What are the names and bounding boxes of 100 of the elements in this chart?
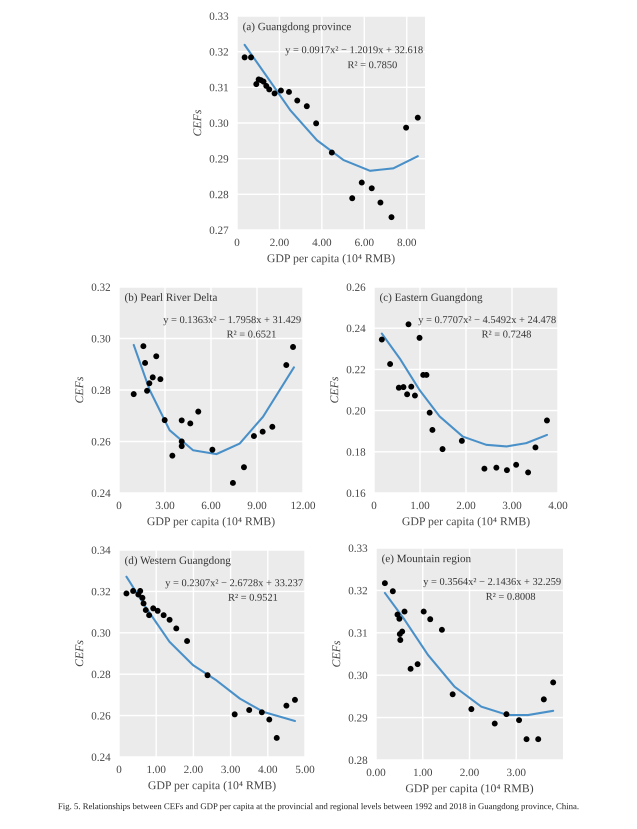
point (137, 588, 144, 594)
y-tick-label: 0.33 (210, 12, 228, 20)
x-tick-label: 4.00 (548, 502, 568, 510)
y-tick-label: 0.28 (92, 670, 110, 678)
x-axis-title: GDP per capita (10⁴ RMB) (147, 516, 275, 528)
point (242, 54, 248, 60)
point (154, 608, 161, 614)
y-tick-label: 0.18 (346, 448, 366, 456)
point (178, 443, 185, 450)
point (258, 709, 265, 716)
point (173, 626, 180, 632)
point (160, 612, 167, 618)
y-tick-label: 0.28 (92, 386, 110, 394)
point (232, 711, 238, 718)
annotation: R² = 0.9521 (228, 594, 278, 601)
annotation: (d) Western Guangdong (125, 556, 231, 566)
y-tick-label: 0.24 (346, 324, 366, 332)
y-tick-label: 0.26 (92, 712, 110, 720)
x-tick-label: 2.00 (456, 502, 476, 510)
y-axis-title: CEFs (330, 376, 338, 403)
point (390, 588, 396, 594)
point (195, 408, 202, 415)
y-tick-label: 0.29 (210, 155, 228, 163)
y-tick-label: 0.31 (210, 84, 228, 92)
point (260, 78, 266, 85)
point (146, 612, 152, 618)
x-tick-label: 12.00 (291, 502, 316, 510)
point (406, 321, 412, 328)
point (414, 114, 421, 121)
point (253, 81, 260, 88)
x-axis-title: GDP per capita (10⁴ RMB) (148, 780, 276, 792)
point (169, 452, 176, 459)
annotation: (e) Mountain region (382, 554, 471, 564)
x-tick-label: 4.00 (258, 766, 278, 774)
point (184, 638, 190, 644)
y-tick-label: 0.27 (210, 226, 228, 234)
point (493, 464, 500, 471)
point (290, 344, 296, 350)
point (450, 691, 456, 698)
point (382, 580, 388, 586)
y-tick-label: 0.32 (348, 586, 368, 594)
x-axis-title: GDP per capita (10⁴ RMB) (267, 254, 395, 265)
point (144, 388, 150, 394)
y-tick-label: 0.34 (92, 546, 110, 554)
y-tick-label: 0.26 (346, 283, 366, 292)
x-tick-label: 3.00 (507, 768, 526, 776)
point (278, 88, 284, 94)
x-tick-label: 9.00 (248, 502, 266, 510)
point (283, 362, 290, 368)
x-tick-label: 1.00 (411, 502, 430, 510)
x-tick-label: 2.00 (270, 238, 289, 246)
y-tick-label: 0.31 (348, 629, 367, 637)
point (481, 466, 488, 472)
point (157, 376, 164, 382)
point (399, 628, 406, 634)
x-tick-label: 0 (116, 502, 122, 510)
y-tick-label: 0.24 (92, 489, 110, 498)
point (458, 438, 465, 444)
x-tick-label: 4.00 (312, 238, 332, 246)
point (400, 384, 406, 390)
point (412, 392, 418, 399)
point (266, 86, 272, 92)
y-tick-label: 0.30 (210, 119, 228, 128)
point (408, 384, 414, 390)
point (440, 446, 446, 452)
annotation: (b) Pearl River Delta (125, 293, 218, 304)
point (503, 711, 510, 718)
point (492, 720, 498, 726)
point (420, 608, 427, 615)
point (294, 98, 300, 104)
point (241, 464, 247, 470)
point (140, 600, 146, 606)
point (349, 195, 356, 202)
point (286, 89, 292, 95)
x-tick-label: 0.00 (366, 768, 386, 776)
x-tick-label: 0 (234, 238, 240, 246)
point (516, 717, 522, 724)
y-tick-label: 0.16 (346, 489, 366, 498)
point (146, 380, 152, 386)
point (140, 343, 146, 350)
point (426, 410, 433, 416)
point (187, 420, 194, 426)
point (269, 424, 276, 430)
annotation: y = 0.0917x² − 1.2019x + 32.618 (285, 46, 423, 56)
point (250, 433, 257, 440)
point (150, 605, 156, 612)
point (304, 103, 310, 110)
point (504, 467, 510, 474)
x-tick-label: 3.00 (502, 502, 522, 510)
point (139, 594, 146, 601)
line-series (380, 332, 548, 448)
y-tick-label: 0.22 (346, 366, 366, 374)
y-tick-label: 0.20 (346, 407, 366, 415)
x-axis-title: GDP per capita (10⁴ RMB) (402, 516, 530, 528)
caption: Fig. 5. Relationships between CEFs and GDP per capita at the provincial and regional levels between 1992 and 2018 in Guangdong province, China. (58, 803, 578, 811)
point (387, 361, 394, 367)
point (532, 444, 538, 450)
point (368, 185, 375, 192)
point (178, 417, 185, 424)
line-series (132, 344, 295, 456)
